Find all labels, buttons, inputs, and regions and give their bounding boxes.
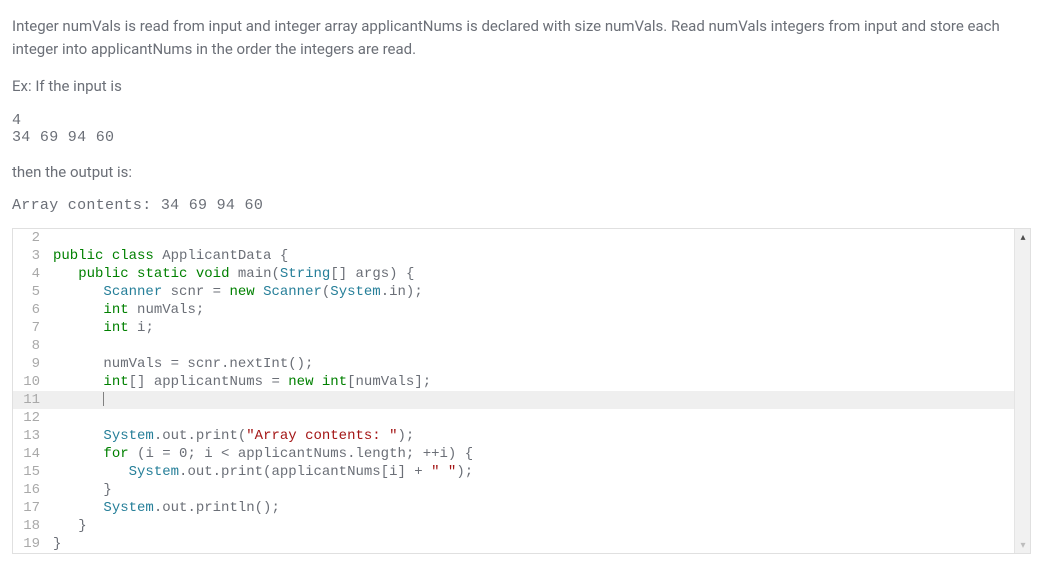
example-intro: Ex: If the input is — [12, 75, 1031, 98]
line-number: 16 — [17, 481, 40, 499]
code-line[interactable]: public class ApplicantData { — [53, 247, 1030, 265]
code-line[interactable]: int i; — [53, 319, 1030, 337]
example-output: Array contents: 34 69 94 60 — [12, 197, 1031, 214]
line-number: 4 — [17, 265, 40, 283]
line-number: 15 — [17, 463, 40, 481]
line-number: 17 — [17, 499, 40, 517]
code-line[interactable]: Scanner scnr = new Scanner(System.in); — [53, 283, 1030, 301]
code-line[interactable]: System.out.print(applicantNums[i] + " ")… — [53, 463, 1030, 481]
line-number: 3 — [17, 247, 40, 265]
line-number: 8 — [17, 337, 40, 355]
line-number: 14 — [17, 445, 40, 463]
line-number: 18 — [17, 517, 40, 535]
code-line[interactable]: public static void main(String[] args) { — [53, 265, 1030, 283]
prompt-paragraph: Integer numVals is read from input and i… — [12, 15, 1031, 60]
code-line[interactable]: System.out.print("Array contents: "); — [53, 427, 1030, 445]
code-line[interactable] — [53, 337, 1030, 355]
line-number: 5 — [17, 283, 40, 301]
code-line[interactable]: int numVals; — [53, 301, 1030, 319]
line-number: 11 — [17, 391, 40, 409]
code-line[interactable]: System.out.println(); — [53, 499, 1030, 517]
problem-description: Integer numVals is read from input and i… — [12, 15, 1031, 214]
line-number: 13 — [17, 427, 40, 445]
line-number: 7 — [17, 319, 40, 337]
code-line[interactable] — [53, 229, 1030, 247]
code-line[interactable]: for (i = 0; i < applicantNums.length; ++… — [53, 445, 1030, 463]
code-line[interactable]: numVals = scnr.nextInt(); — [53, 355, 1030, 373]
code-line-active[interactable] — [53, 391, 1030, 409]
example-input-line-2: 34 69 94 60 — [12, 129, 1031, 146]
line-number: 2 — [17, 229, 40, 247]
line-number: 12 — [17, 409, 40, 427]
code-line[interactable]: } — [53, 517, 1030, 535]
code-text-area[interactable]: public class ApplicantData { public stat… — [47, 229, 1030, 553]
code-line[interactable] — [53, 409, 1030, 427]
then-label: then the output is: — [12, 161, 1031, 184]
code-editor[interactable]: 2 3 4 5 6 7 8 9 10 11 12 13 14 15 16 17 … — [12, 228, 1031, 554]
code-line[interactable]: int[] applicantNums = new int[numVals]; — [53, 373, 1030, 391]
line-number: 19 — [17, 535, 40, 553]
text-cursor — [103, 392, 104, 406]
line-number: 6 — [17, 301, 40, 319]
code-line[interactable]: } — [53, 535, 1030, 553]
example-input-line-1: 4 — [12, 112, 1031, 129]
line-number: 10 — [17, 373, 40, 391]
line-number: 9 — [17, 355, 40, 373]
code-line[interactable]: } — [53, 481, 1030, 499]
